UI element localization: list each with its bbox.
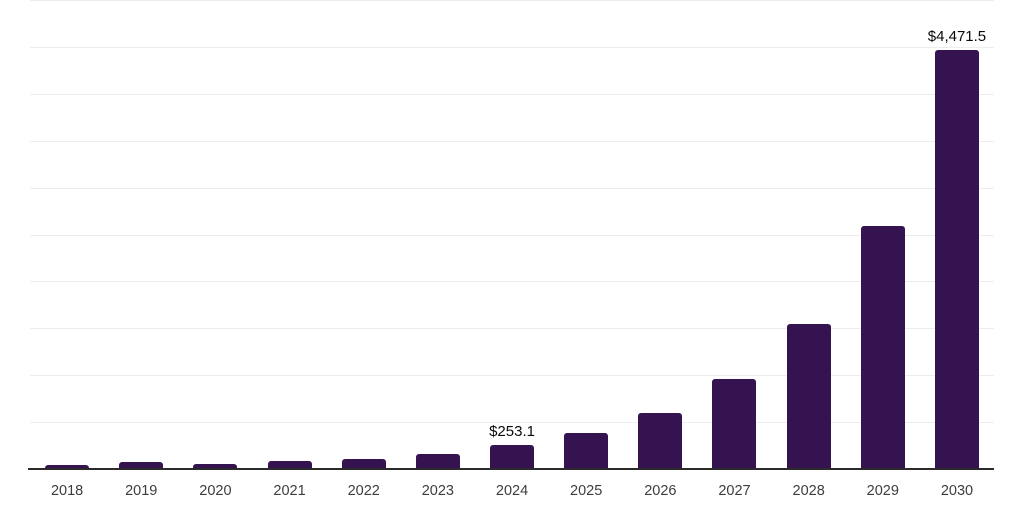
bar-slot-2027 bbox=[697, 0, 771, 470]
x-tick-label-2029: 2029 bbox=[866, 482, 899, 499]
gridline-1000 bbox=[30, 375, 994, 377]
bar-slot-2030: $4,471.5 bbox=[920, 0, 994, 470]
bar-slot-2022 bbox=[327, 0, 401, 470]
gridline-500 bbox=[30, 422, 994, 424]
bar-slot-2023 bbox=[401, 0, 475, 470]
x-tick-label-2020: 2020 bbox=[199, 482, 232, 499]
gridline-4500 bbox=[30, 46, 994, 48]
bar-2021 bbox=[267, 461, 312, 469]
bar-2024 bbox=[490, 445, 535, 469]
bar-slot-2026 bbox=[623, 0, 697, 470]
bar-slot-2024: $253.1 bbox=[475, 0, 549, 470]
bar-2028 bbox=[786, 323, 831, 469]
x-tick-label-2027: 2027 bbox=[718, 482, 751, 499]
bar-slot-2029 bbox=[846, 0, 920, 470]
bar-2026 bbox=[638, 412, 683, 469]
bar-slot-2028 bbox=[772, 0, 846, 470]
gridline-3500 bbox=[30, 140, 994, 142]
bar-2018 bbox=[45, 464, 90, 469]
gridline-1500 bbox=[30, 328, 994, 330]
gridline-2000 bbox=[30, 281, 994, 283]
bar-slot-2021 bbox=[252, 0, 326, 470]
bar-2020 bbox=[193, 463, 238, 469]
gridline-4000 bbox=[30, 93, 994, 95]
gridline-5000 bbox=[30, 0, 994, 1]
x-axis-line bbox=[28, 468, 994, 470]
x-tick-label-2028: 2028 bbox=[792, 482, 825, 499]
bar-2022 bbox=[341, 458, 386, 469]
x-tick-label-2025: 2025 bbox=[570, 482, 603, 499]
x-tick-label-2026: 2026 bbox=[644, 482, 677, 499]
x-tick-label-2023: 2023 bbox=[421, 482, 454, 499]
x-tick-label-2024: 2024 bbox=[495, 482, 529, 499]
bar-2023 bbox=[415, 454, 460, 469]
gridline-2500 bbox=[30, 234, 994, 236]
x-tick-label-2018: 2018 bbox=[50, 482, 84, 499]
bar-slot-2020 bbox=[178, 0, 252, 470]
value-label-2030: $4,471.5 bbox=[927, 27, 987, 45]
x-axis-tick-labels: 2018 2019 2020 2021 2022 2023 2024 2025 2026 2027… bbox=[30, 470, 994, 512]
gridline-3000 bbox=[30, 187, 994, 189]
bar-slots: $253.1 $4,471.5 bbox=[30, 0, 994, 470]
x-tick-label-2022: 2022 bbox=[347, 482, 380, 499]
bar-slot-2025 bbox=[549, 0, 623, 470]
x-tick-label-2019: 2019 bbox=[125, 482, 158, 499]
bar-2027 bbox=[712, 378, 757, 469]
bar-slot-2018 bbox=[30, 0, 104, 470]
x-tick-label-2021: 2021 bbox=[273, 482, 306, 499]
bar-2025 bbox=[564, 433, 609, 469]
bar-2019 bbox=[119, 461, 164, 469]
plot-area: $253.1 $4,471.5 bbox=[28, 0, 994, 470]
bar-2030 bbox=[934, 49, 979, 469]
x-tick-label-2030: 2030 bbox=[940, 482, 974, 499]
bar-slot-2019 bbox=[104, 0, 178, 470]
value-label-2024: $253.1 bbox=[489, 423, 535, 441]
bar-2029 bbox=[860, 226, 905, 469]
